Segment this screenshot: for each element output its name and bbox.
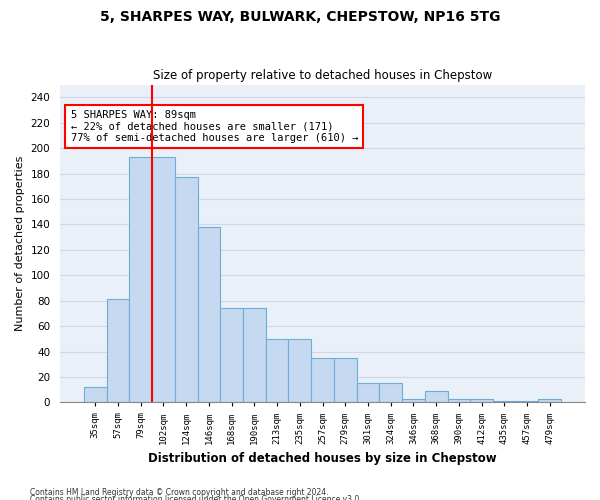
Bar xyxy=(470,398,493,402)
Bar xyxy=(243,308,266,402)
Bar xyxy=(175,178,197,402)
Bar xyxy=(538,398,561,402)
Y-axis label: Number of detached properties: Number of detached properties xyxy=(15,156,25,331)
Bar xyxy=(152,157,175,402)
Bar xyxy=(311,358,334,403)
Bar xyxy=(289,339,311,402)
Bar xyxy=(515,401,538,402)
Bar xyxy=(379,384,402,402)
Bar xyxy=(356,384,379,402)
Bar xyxy=(266,339,289,402)
Bar xyxy=(197,227,220,402)
Bar xyxy=(84,387,107,402)
Bar xyxy=(448,398,470,402)
X-axis label: Distribution of detached houses by size in Chepstow: Distribution of detached houses by size … xyxy=(148,452,497,465)
Bar xyxy=(334,358,356,403)
Title: Size of property relative to detached houses in Chepstow: Size of property relative to detached ho… xyxy=(153,69,492,82)
Bar xyxy=(425,391,448,402)
Bar xyxy=(107,300,130,403)
Text: 5, SHARPES WAY, BULWARK, CHEPSTOW, NP16 5TG: 5, SHARPES WAY, BULWARK, CHEPSTOW, NP16 … xyxy=(100,10,500,24)
Bar xyxy=(493,401,515,402)
Bar xyxy=(130,157,152,402)
Bar xyxy=(220,308,243,402)
Text: Contains HM Land Registry data © Crown copyright and database right 2024.: Contains HM Land Registry data © Crown c… xyxy=(30,488,329,497)
Text: 5 SHARPES WAY: 89sqm
← 22% of detached houses are smaller (171)
77% of semi-deta: 5 SHARPES WAY: 89sqm ← 22% of detached h… xyxy=(71,110,358,143)
Bar xyxy=(402,398,425,402)
Text: Contains public sector information licensed under the Open Government Licence v3: Contains public sector information licen… xyxy=(30,496,362,500)
